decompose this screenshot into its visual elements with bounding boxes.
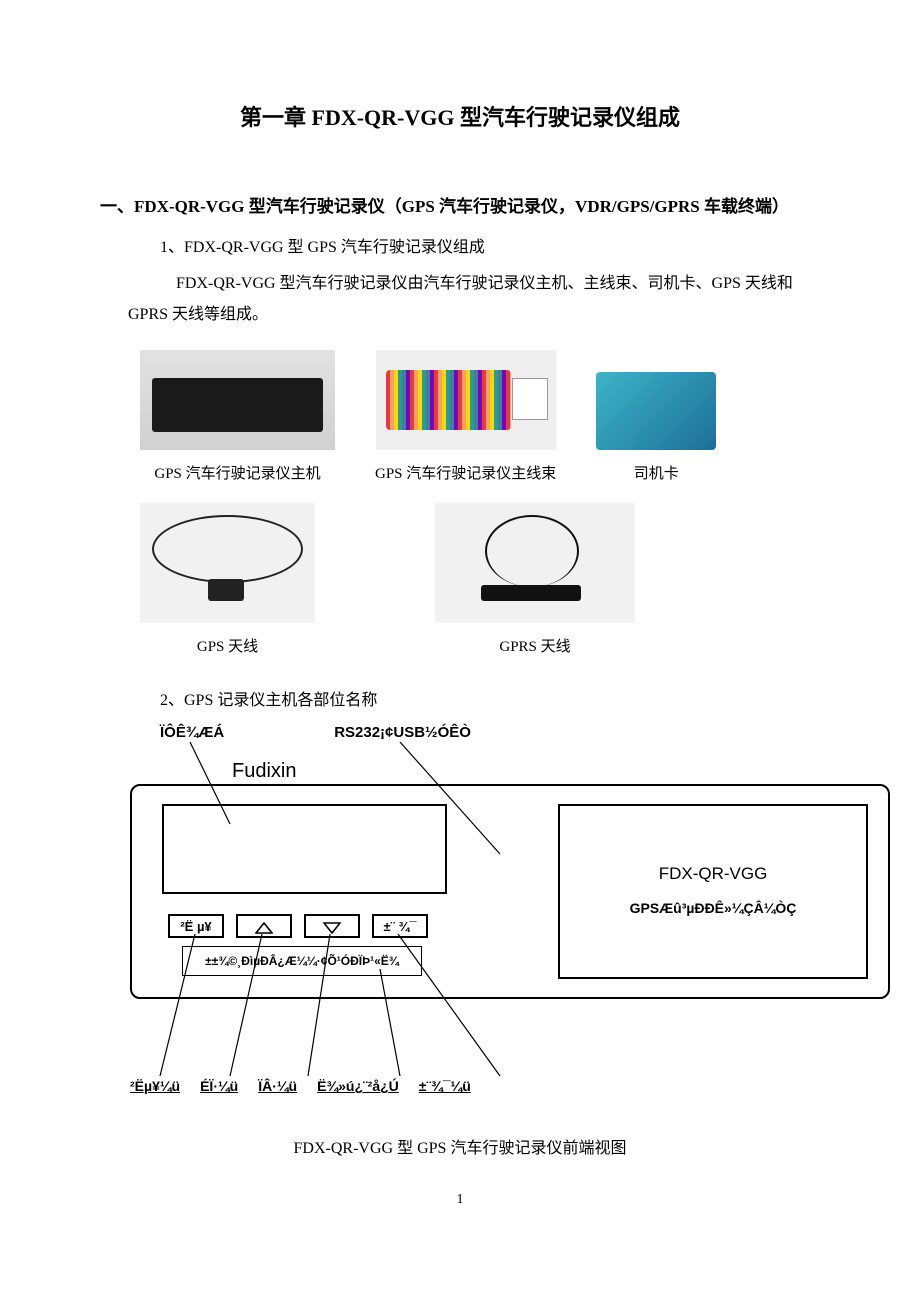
figure-item: GPS 汽车行驶记录仪主线束 — [375, 350, 556, 483]
brand-label: Fudixin — [232, 760, 296, 783]
photo-main-unit — [140, 350, 335, 450]
photo-driver-card — [596, 372, 716, 450]
figure-caption: 司机卡 — [634, 462, 679, 483]
figure-caption: GPRS 天线 — [499, 635, 570, 656]
label-up-key: ÉÏ·­¼ü — [200, 1078, 238, 1094]
triangle-up-icon — [255, 922, 273, 934]
list-item-1: 1、FDX-QR-VGG 型 GPS 汽车行驶记录仪组成 — [128, 233, 820, 263]
up-button — [236, 914, 292, 938]
body-paragraph: FDX-QR-VGG 型汽车行驶记录仪由汽车行驶记录仪主机、主线束、司机卡、GP… — [128, 269, 820, 330]
section-heading: 一、FDX-QR-VGG 型汽车行驶记录仪（GPS 汽车行驶记录仪，VDR/GP… — [100, 192, 820, 217]
label-rs232-usb: RS232¡¢USB½ÓÊÒ — [334, 724, 471, 741]
company-label-bar: ±±¾©¸ÐìµÐÂ¿Æ¼¼·¢Õ¹ÓÐÏÞ¹«Ë¾ — [182, 946, 422, 976]
figure-row-1: GPS 汽车行驶记录仪主机 GPS 汽车行驶记录仪主线束 司机卡 — [140, 350, 820, 483]
photo-gps-antenna — [140, 503, 315, 623]
display-screen — [162, 804, 447, 894]
label-alarm-key: ±¨¾¯¼ü — [419, 1078, 471, 1094]
triangle-down-icon — [323, 922, 341, 934]
photo-gprs-antenna — [435, 503, 635, 623]
list-item-2: 2、GPS 记录仪主机各部位名称 — [128, 686, 820, 710]
model-subtitle: GPSÆû³µÐÐÊ»¼ÇÂ¼ÒÇ — [560, 900, 866, 916]
figure-row-2: GPS 天线 GPRS 天线 — [140, 503, 820, 656]
front-panel-diagram: ÏÔÊ¾ÆÁ RS232¡¢USB½ÓÊÒ Fudixin ²Ë µ¥ ±¨ ¾… — [130, 724, 890, 1094]
device-frame: Fudixin ²Ë µ¥ ±¨ ¾¯ ±±¾©¸ÐìµÐÂ¿Æ¼¼·¢Õ¹ÓÐ… — [130, 784, 890, 999]
figure-item: GPRS 天线 — [435, 503, 635, 656]
diagram-caption: FDX-QR-VGG 型 GPS 汽车行驶记录仪前端视图 — [100, 1134, 820, 1158]
diagram-top-labels: ÏÔÊ¾ÆÁ RS232¡¢USB½ÓÊÒ — [130, 724, 890, 741]
photo-wiring-harness — [376, 350, 556, 450]
figure-caption: GPS 天线 — [197, 635, 258, 656]
menu-button: ²Ë µ¥ — [168, 914, 224, 938]
alarm-button: ±¨ ¾¯ — [372, 914, 428, 938]
label-card-slot: Ë¾»ú¿¨²å¿Ú — [317, 1078, 399, 1094]
figure-caption: GPS 汽车行驶记录仪主线束 — [375, 462, 556, 483]
figure-item: 司机卡 — [596, 372, 716, 483]
model-label: FDX-QR-VGG — [560, 864, 866, 884]
figure-item: GPS 天线 — [140, 503, 315, 656]
diagram-bottom-labels: ²Ëµ¥¼ü ÉÏ·­¼ü ÏÂ·­¼ü Ë¾»ú¿¨²å¿Ú ±¨¾¯¼ü — [130, 1078, 471, 1094]
label-menu-key: ²Ëµ¥¼ü — [130, 1078, 180, 1094]
figure-caption: GPS 汽车行驶记录仪主机 — [154, 462, 320, 483]
figure-item: GPS 汽车行驶记录仪主机 — [140, 350, 335, 483]
label-display: ÏÔÊ¾ÆÁ — [160, 724, 224, 741]
page-number: 1 — [100, 1192, 820, 1208]
down-button — [304, 914, 360, 938]
label-down-key: ÏÂ·­¼ü — [258, 1078, 297, 1094]
page-title: 第一章 FDX-QR-VGG 型汽车行驶记录仪组成 — [100, 100, 820, 132]
right-panel-door: FDX-QR-VGG GPSÆû³µÐÐÊ»¼ÇÂ¼ÒÇ — [558, 804, 868, 979]
